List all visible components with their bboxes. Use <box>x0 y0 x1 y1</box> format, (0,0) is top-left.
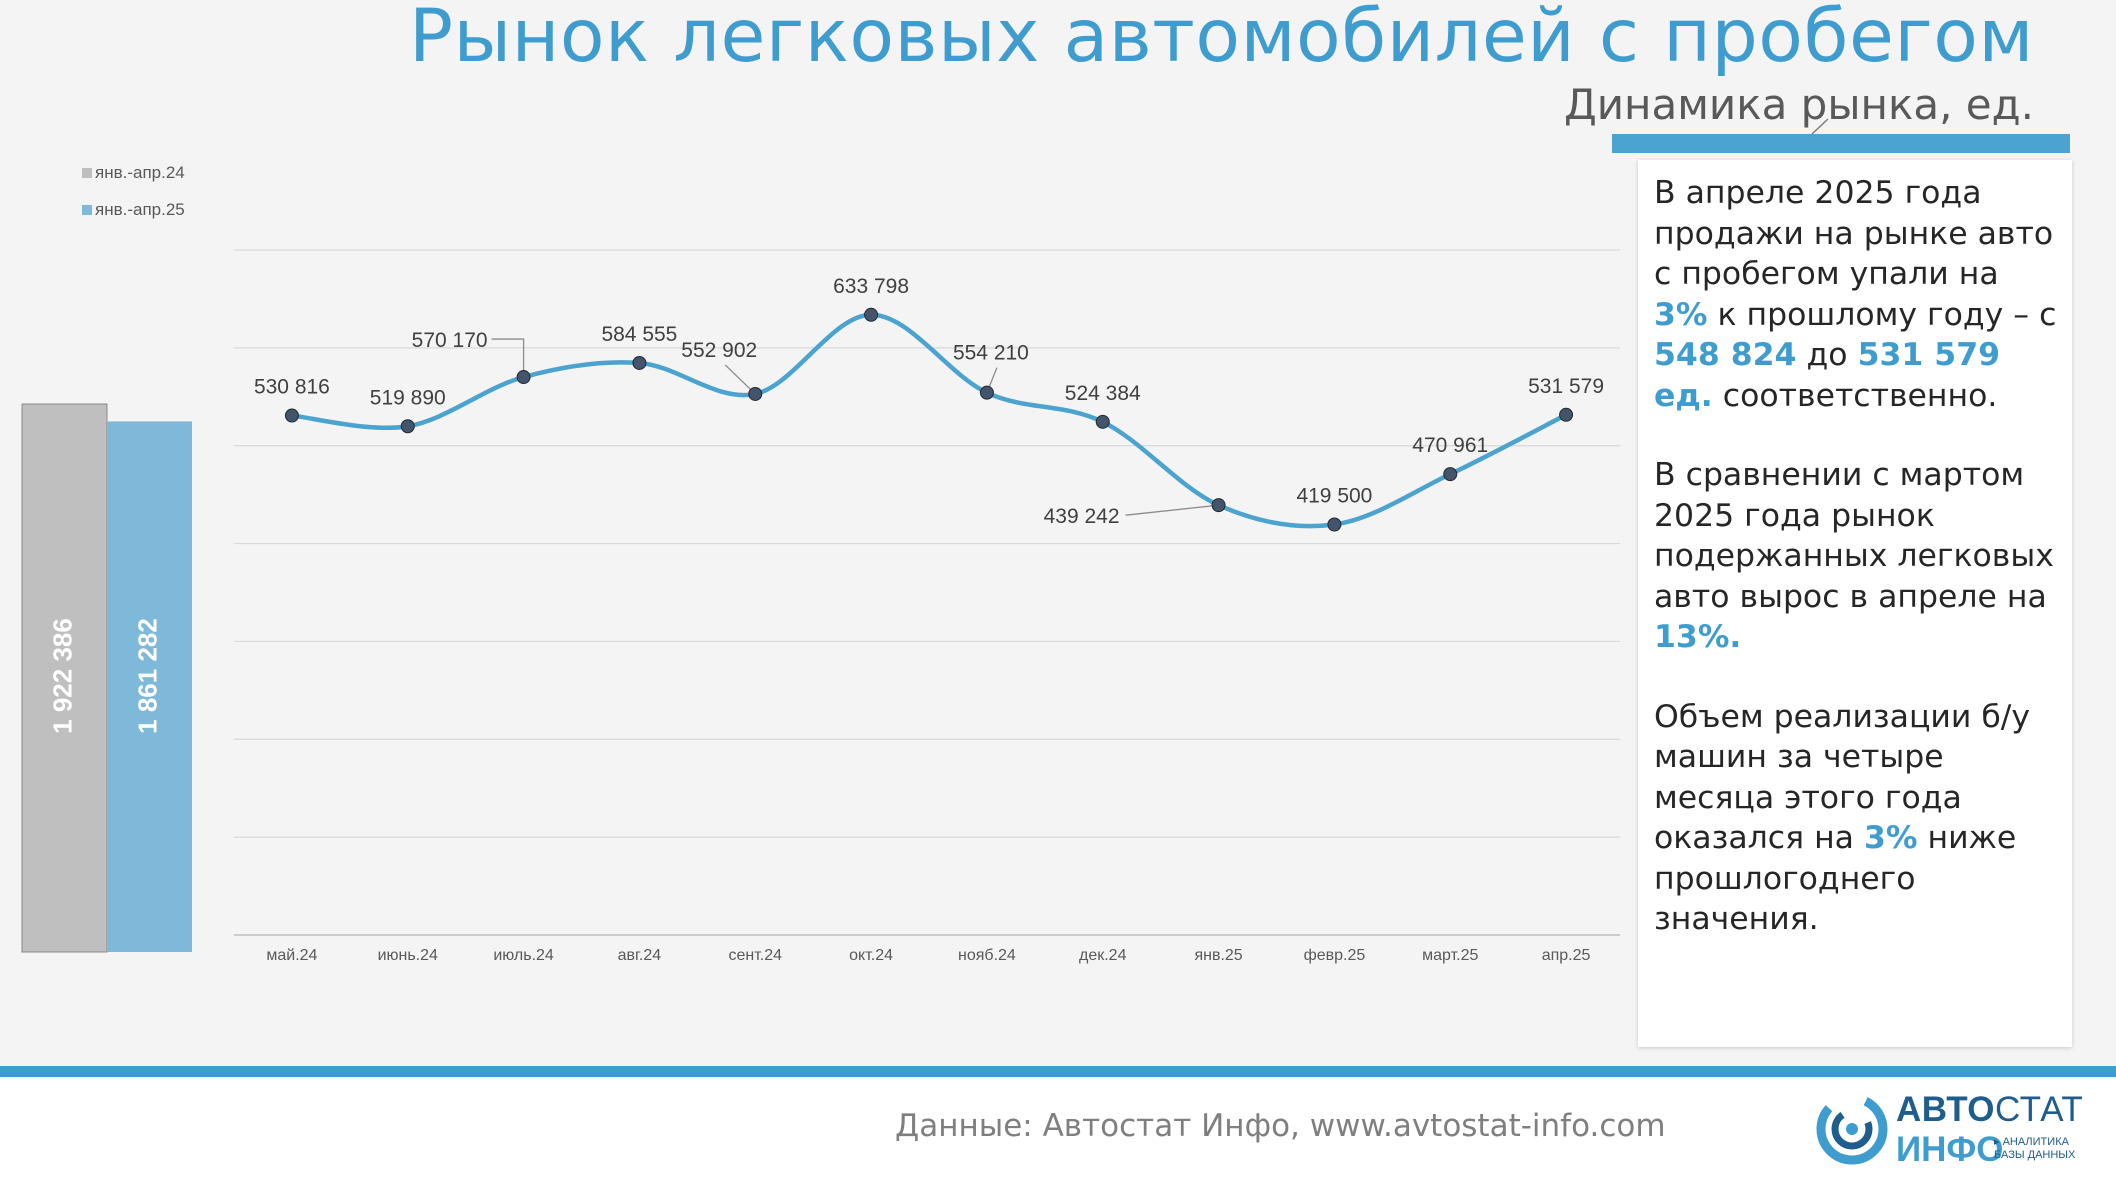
legend-label-2024: янв.-апр.24 <box>95 162 185 182</box>
commentary-paragraph-1: В апреле 2025 года продажи на рынке авто… <box>1654 173 2058 416</box>
legend-item-2025: янв.-апр.25 <box>82 191 185 228</box>
data-label: 439 242 <box>1044 505 1120 528</box>
data-source: Данные: Автостат Инфо, www.avtostat-info… <box>895 1108 1666 1144</box>
data-point <box>1327 517 1342 532</box>
data-point <box>400 419 415 434</box>
highlight-value: 13%. <box>1654 619 1742 655</box>
x-tick-label: февр.25 <box>1304 947 1366 964</box>
commentary-text: В апреле 2025 года продажи на рынке авто… <box>1654 175 2054 292</box>
highlight-value: 3% <box>1863 820 1918 856</box>
leader-line <box>491 338 525 372</box>
x-tick-label: апр.25 <box>1542 947 1591 964</box>
x-tick-label: сент.24 <box>728 947 782 964</box>
data-label: 570 170 <box>412 329 488 352</box>
logo-tagline-2: БАЗЫ ДАННЫХ <box>1994 1149 2076 1161</box>
data-label: 524 384 <box>1065 382 1141 405</box>
data-point <box>516 370 531 385</box>
data-point <box>1443 467 1458 482</box>
x-tick-label: июнь.24 <box>378 947 438 964</box>
legend: янв.-апр.24 янв.-апр.25 <box>82 154 185 228</box>
data-point <box>284 408 299 423</box>
legend-swatch-2025 <box>82 204 92 215</box>
x-tick-label: авг.24 <box>618 947 662 964</box>
legend-swatch-2024 <box>82 167 92 178</box>
commentary-text: Объем реализации б/у машин за четыре мес… <box>1654 698 2031 857</box>
data-point <box>1211 498 1226 513</box>
logo-text-top: АВТОСТАТ <box>1896 1090 2083 1130</box>
x-tick-label: окт.24 <box>849 947 893 964</box>
logo-swirl-icon <box>1816 1093 1888 1165</box>
commentary-text: соответственно. <box>1712 377 1998 414</box>
data-label: 530 816 <box>254 376 330 399</box>
data-label: 554 210 <box>953 342 1029 365</box>
logo-text-light: СТАТ <box>1994 1090 2084 1129</box>
commentary-text: В сравнении с мартом 2025 года рынок под… <box>1654 457 2054 615</box>
x-tick-label: нояб.24 <box>958 947 1016 964</box>
commentary-paragraph-2: В сравнении с мартом 2025 года рынок под… <box>1654 455 2058 658</box>
page-title: Рынок легковых автомобилей с пробегом <box>408 0 2034 79</box>
data-label: 552 902 <box>681 339 757 362</box>
x-tick-label: дек.24 <box>1079 947 1127 964</box>
commentary-text: к прошлому году – с <box>1707 296 2057 333</box>
data-point <box>979 385 994 400</box>
data-label: 633 798 <box>833 275 909 298</box>
data-point <box>1095 414 1110 429</box>
footer-accent-bar <box>0 1066 2116 1077</box>
chart-area: 1 922 386 1 861 282 май.24 июнь.24 июль.24 ав… <box>21 249 1620 964</box>
highlight-value: 548 824 <box>1654 337 1797 373</box>
commentary-paragraph-3: Объем реализации б/у машин за четыре мес… <box>1654 697 2058 940</box>
logo-text-bottom: ИНФО <box>1896 1130 2004 1169</box>
data-label: 531 579 <box>1528 375 1604 398</box>
commentary-text: до <box>1796 337 1858 373</box>
bar-2 <box>107 421 192 952</box>
legend-label-2025: янв.-апр.25 <box>95 199 185 219</box>
data-point <box>632 355 647 370</box>
data-label: 519 890 <box>370 386 446 409</box>
highlight-value: 531 579 ед. <box>1654 337 2001 414</box>
logo-tagline-1: ▸ АНАЛИТИКА <box>1994 1136 2069 1148</box>
x-tick-label: янв.25 <box>1194 947 1242 964</box>
bar-value-label: 1 861 282 <box>132 618 162 734</box>
x-tick-label: май.24 <box>266 947 317 964</box>
data-point <box>748 386 763 401</box>
footer <box>0 1077 2116 1186</box>
leader-line <box>1125 504 1219 516</box>
data-point <box>864 307 879 322</box>
logo-tagline: ▸ АНАЛИТИКА БАЗЫ ДАННЫХ <box>1994 1136 2075 1162</box>
highlight-value: 3% <box>1654 296 1708 333</box>
x-tick-label: июль.24 <box>493 947 554 964</box>
x-tick-label: март.25 <box>1422 947 1478 964</box>
commentary-text: ниже прошлогоднего значения. <box>1654 820 2017 937</box>
logo-text-bold: АВТО <box>1896 1090 1995 1129</box>
avtostat-logo: АВТОСТАТ ИНФО ▸ АНАЛИТИКА БАЗЫ ДАННЫХ <box>1812 1088 2092 1170</box>
bar-value-label: 1 922 386 <box>47 618 77 734</box>
data-point <box>1559 407 1574 422</box>
data-label: 470 961 <box>1412 434 1488 457</box>
bar-1 <box>21 403 108 953</box>
legend-item-2024: янв.-апр.24 <box>82 154 185 191</box>
page-subtitle: Динамика рынка, ед. <box>1563 80 2034 129</box>
data-label: 584 555 <box>601 323 677 346</box>
data-label: 419 500 <box>1296 484 1372 507</box>
commentary-box: В апреле 2025 года продажи на рынке авто… <box>1638 160 2072 1047</box>
subtitle-underline-bar <box>1612 134 2070 153</box>
